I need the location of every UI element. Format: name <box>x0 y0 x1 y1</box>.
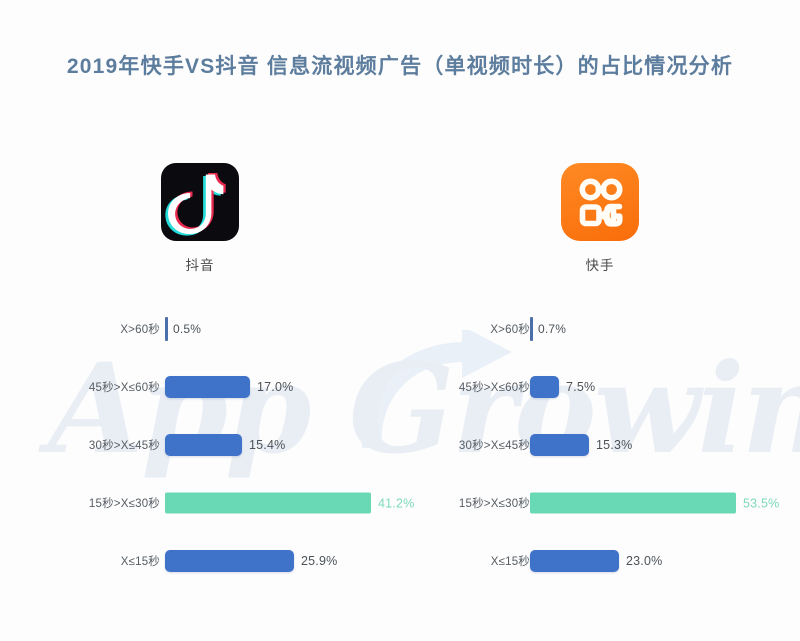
bar <box>165 317 168 341</box>
bar <box>165 376 250 398</box>
bar <box>530 550 619 572</box>
bar <box>530 492 736 514</box>
kuaishou-camera-icon <box>561 163 639 241</box>
bar-rows-douyin: X>60秒 0.5% 45秒>X≤60秒 17.0% 30秒>X≤45秒 <box>0 300 414 590</box>
brand-name-kuaishou: 快手 <box>585 258 615 273</box>
bar-row: 15秒>X≤30秒 41.2% <box>0 474 414 532</box>
page-title: 2019年快手VS抖音 信息流视频广告（单视频时长）的占比情况分析 <box>66 55 734 78</box>
value-label: 17.0% <box>257 380 294 394</box>
bar-rows-kuaishou: X>60秒 0.7% 45秒>X≤60秒 7.5% 30秒>X≤45秒 <box>400 300 800 590</box>
bar-zone: 25.9% <box>165 550 337 572</box>
value-label: 25.9% <box>301 554 338 568</box>
category-label: X>60秒 <box>120 324 160 336</box>
brand-name-douyin: 抖音 <box>185 258 215 273</box>
category-label: 15秒>X≤30秒 <box>88 498 160 510</box>
bar <box>165 550 294 572</box>
bar-row: 30秒>X≤45秒 15.4% <box>0 416 400 474</box>
bar-zone: 15.3% <box>530 434 632 456</box>
bar <box>530 434 589 456</box>
category-label: 30秒>X≤45秒 <box>88 440 160 452</box>
category-label: 45秒>X≤60秒 <box>458 382 530 394</box>
bar-zone: 53.5% <box>530 492 780 514</box>
bar-row: 30秒>X≤45秒 15.3% <box>400 416 800 474</box>
bar <box>530 317 533 341</box>
bar-zone: 0.7% <box>530 317 566 341</box>
category-label: 30秒>X≤45秒 <box>458 440 530 452</box>
value-label: 0.7% <box>538 322 567 336</box>
douyin-music-note-icon <box>161 163 239 241</box>
bar-row: X≤15秒 23.0% <box>400 532 800 590</box>
bar-zone: 15.4% <box>165 434 285 456</box>
bar-zone: 17.0% <box>165 376 293 398</box>
category-label: 45秒>X≤60秒 <box>88 382 160 394</box>
bar-row: 15秒>X≤30秒 53.5% <box>400 474 800 532</box>
value-label: 7.5% <box>566 380 596 394</box>
category-label: 15秒>X≤30秒 <box>458 498 530 510</box>
category-label: X≤15秒 <box>490 556 530 568</box>
brand-header-kuaishou: 快手 <box>400 163 800 274</box>
value-label: 41.2% <box>378 496 415 510</box>
value-label: 53.5% <box>743 496 780 510</box>
bar <box>165 492 371 514</box>
category-label: X>60秒 <box>490 324 530 336</box>
bar-zone: 7.5% <box>530 376 595 398</box>
bar-row: X≤15秒 25.9% <box>0 532 400 590</box>
bar-zone: 23.0% <box>530 550 662 572</box>
bar-row: X>60秒 0.5% <box>0 300 400 358</box>
value-label: 15.3% <box>596 438 633 452</box>
bar <box>530 376 559 398</box>
bar-zone: 41.2% <box>165 492 415 514</box>
value-label: 0.5% <box>173 322 202 336</box>
category-label: X≤15秒 <box>120 556 160 568</box>
bar-row: X>60秒 0.7% <box>400 300 800 358</box>
panel-kuaishou: 快手 X>60秒 0.7% 45秒>X≤60秒 7.5% <box>400 0 800 641</box>
value-label: 23.0% <box>626 554 663 568</box>
bar-row: 45秒>X≤60秒 7.5% <box>400 358 800 416</box>
value-label: 15.4% <box>249 438 286 452</box>
brand-header-douyin: 抖音 <box>0 163 400 274</box>
bar-row: 45秒>X≤60秒 17.0% <box>0 358 400 416</box>
bar <box>165 434 242 456</box>
bar-zone: 0.5% <box>165 317 201 341</box>
panel-douyin: 抖音 X>60秒 0.5% 45秒>X≤60秒 17.0% <box>0 163 414 590</box>
